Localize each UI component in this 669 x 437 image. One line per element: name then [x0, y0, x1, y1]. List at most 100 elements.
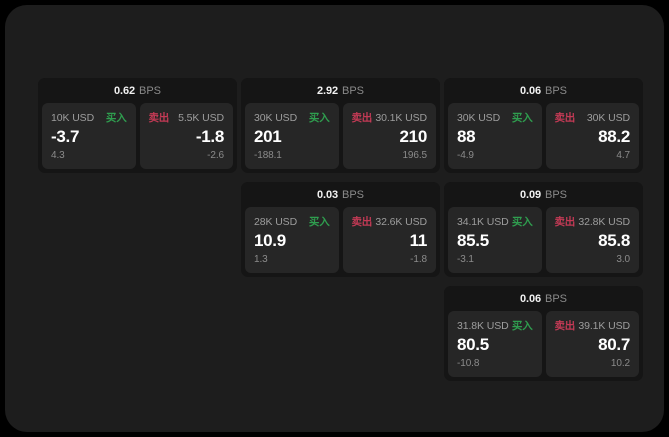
spread-value: 2.92 — [316, 84, 338, 97]
card-panels: 30K USD 买入 201 -188.1 卖出 30.1K USD 210 1… — [241, 103, 440, 173]
card-header: 0.06 BPS — [444, 78, 643, 103]
sell-size-label: 30.1K USD — [375, 111, 427, 124]
buy-side-label: 买入 — [105, 112, 127, 124]
buy-panel-header: 34.1K USD 买入 — [457, 215, 533, 229]
sell-size-label: 32.6K USD — [375, 215, 427, 228]
sell-panel[interactable]: 卖出 5.5K USD -1.8 -2.6 — [139, 103, 233, 169]
sell-side-label: 卖出 — [351, 112, 373, 124]
buy-size-label: 10K USD — [51, 111, 95, 124]
spread-value: 0.09 — [519, 188, 541, 201]
sell-side-label: 卖出 — [148, 112, 170, 124]
sell-delta: 3.0 — [616, 254, 630, 265]
spread-unit: BPS — [342, 84, 365, 97]
buy-size-label: 31.8K USD — [457, 319, 509, 332]
card-header: 0.03 BPS — [241, 182, 440, 207]
buy-panel[interactable]: 31.8K USD 买入 80.5 -10.8 — [448, 311, 542, 377]
buy-size-label: 34.1K USD — [457, 215, 509, 228]
quote-card[interactable]: 0.62 BPS 10K USD 买入 -3.7 4.3 卖出 5.5K USD — [38, 78, 237, 173]
buy-panel[interactable]: 34.1K USD 买入 85.5 -3.1 — [448, 207, 542, 273]
sell-side-label: 卖出 — [554, 216, 576, 228]
sell-side-label: 卖出 — [351, 216, 373, 228]
sell-size-label: 5.5K USD — [178, 111, 224, 124]
sell-size-label: 30K USD — [586, 111, 630, 124]
buy-size-label: 30K USD — [457, 111, 501, 124]
sell-panel[interactable]: 卖出 30K USD 88.2 4.7 — [545, 103, 639, 169]
buy-panel[interactable]: 10K USD 买入 -3.7 4.3 — [42, 103, 136, 169]
buy-price: 10.9 — [254, 231, 286, 250]
buy-panel-header: 10K USD 买入 — [51, 111, 127, 125]
sell-panel[interactable]: 卖出 39.1K USD 80.7 10.2 — [545, 311, 639, 377]
sell-size-label: 39.1K USD — [578, 319, 630, 332]
sell-price: 85.8 — [598, 231, 630, 250]
quote-card[interactable]: 0.09 BPS 34.1K USD 买入 85.5 -3.1 卖出 32.8K… — [444, 182, 643, 277]
buy-panel[interactable]: 30K USD 买入 88 -4.9 — [448, 103, 542, 169]
buy-panel-header: 30K USD 买入 — [254, 111, 330, 125]
quote-card[interactable]: 2.92 BPS 30K USD 买入 201 -188.1 卖出 30.1K … — [241, 78, 440, 173]
sell-panel-header: 卖出 32.6K USD — [351, 215, 428, 229]
card-header: 0.06 BPS — [444, 286, 643, 311]
app-container: 0.62 BPS 10K USD 买入 -3.7 4.3 卖出 5.5K USD — [5, 5, 664, 432]
buy-side-label: 买入 — [511, 112, 533, 124]
quote-card[interactable]: 0.06 BPS 30K USD 买入 88 -4.9 卖出 30K USD — [444, 78, 643, 173]
quote-card[interactable]: 0.06 BPS 31.8K USD 买入 80.5 -10.8 卖出 39.1… — [444, 286, 643, 381]
sell-panel-header: 卖出 32.8K USD — [554, 215, 631, 229]
buy-delta: -10.8 — [457, 358, 480, 369]
spread-value: 0.06 — [519, 292, 541, 305]
buy-size-label: 28K USD — [254, 215, 298, 228]
sell-delta: -1.8 — [410, 254, 427, 265]
buy-panel[interactable]: 28K USD 买入 10.9 1.3 — [245, 207, 339, 273]
buy-size-label: 30K USD — [254, 111, 298, 124]
sell-price: 88.2 — [598, 127, 630, 146]
card-panels: 34.1K USD 买入 85.5 -3.1 卖出 32.8K USD 85.8… — [444, 207, 643, 277]
spread-unit: BPS — [342, 188, 365, 201]
sell-size-label: 32.8K USD — [578, 215, 630, 228]
buy-delta: 4.3 — [51, 150, 65, 161]
sell-side-label: 卖出 — [554, 112, 576, 124]
spread-unit: BPS — [545, 84, 568, 97]
sell-delta: 196.5 — [402, 150, 427, 161]
spread-unit: BPS — [139, 84, 162, 97]
sell-panel[interactable]: 卖出 32.6K USD 11 -1.8 — [342, 207, 436, 273]
sell-price: 210 — [399, 127, 428, 146]
sell-side-label: 卖出 — [554, 320, 576, 332]
buy-panel-header: 30K USD 买入 — [457, 111, 533, 125]
sell-panel-header: 卖出 30K USD — [554, 111, 631, 125]
quote-card[interactable]: 0.03 BPS 28K USD 买入 10.9 1.3 卖出 32.6K US… — [241, 182, 440, 277]
sell-price: 11 — [409, 231, 428, 250]
spread-value: 0.62 — [113, 84, 135, 97]
buy-panel-header: 28K USD 买入 — [254, 215, 330, 229]
sell-price: -1.8 — [195, 127, 224, 146]
buy-price: 201 — [254, 127, 282, 146]
sell-panel[interactable]: 卖出 30.1K USD 210 196.5 — [342, 103, 436, 169]
sell-panel-header: 卖出 5.5K USD — [148, 111, 225, 125]
sell-delta: 4.7 — [616, 150, 630, 161]
quote-card-grid: 0.62 BPS 10K USD 买入 -3.7 4.3 卖出 5.5K USD — [38, 78, 644, 381]
card-header: 0.62 BPS — [38, 78, 237, 103]
spread-unit: BPS — [545, 188, 568, 201]
buy-side-label: 买入 — [308, 216, 330, 228]
buy-side-label: 买入 — [308, 112, 330, 124]
buy-panel[interactable]: 30K USD 买入 201 -188.1 — [245, 103, 339, 169]
spread-unit: BPS — [545, 292, 568, 305]
sell-price: 80.7 — [598, 335, 630, 354]
buy-side-label: 买入 — [511, 216, 533, 228]
buy-side-label: 买入 — [511, 320, 533, 332]
spread-value: 0.06 — [519, 84, 541, 97]
card-panels: 10K USD 买入 -3.7 4.3 卖出 5.5K USD -1.8 -2.… — [38, 103, 237, 173]
buy-price: 80.5 — [457, 335, 489, 354]
buy-price: -3.7 — [51, 127, 80, 146]
buy-delta: -4.9 — [457, 150, 474, 161]
card-panels: 30K USD 买入 88 -4.9 卖出 30K USD 88.2 4.7 — [444, 103, 643, 173]
card-header: 2.92 BPS — [241, 78, 440, 103]
spread-value: 0.03 — [316, 188, 338, 201]
card-header: 0.09 BPS — [444, 182, 643, 207]
buy-price: 85.5 — [457, 231, 489, 250]
sell-delta: 10.2 — [610, 358, 630, 369]
sell-panel[interactable]: 卖出 32.8K USD 85.8 3.0 — [545, 207, 639, 273]
sell-panel-header: 卖出 30.1K USD — [351, 111, 428, 125]
buy-price: 88 — [457, 127, 476, 146]
sell-panel-header: 卖出 39.1K USD — [554, 319, 631, 333]
card-panels: 31.8K USD 买入 80.5 -10.8 卖出 39.1K USD 80.… — [444, 311, 643, 381]
buy-delta: -3.1 — [457, 254, 474, 265]
card-panels: 28K USD 买入 10.9 1.3 卖出 32.6K USD 11 -1.8 — [241, 207, 440, 277]
